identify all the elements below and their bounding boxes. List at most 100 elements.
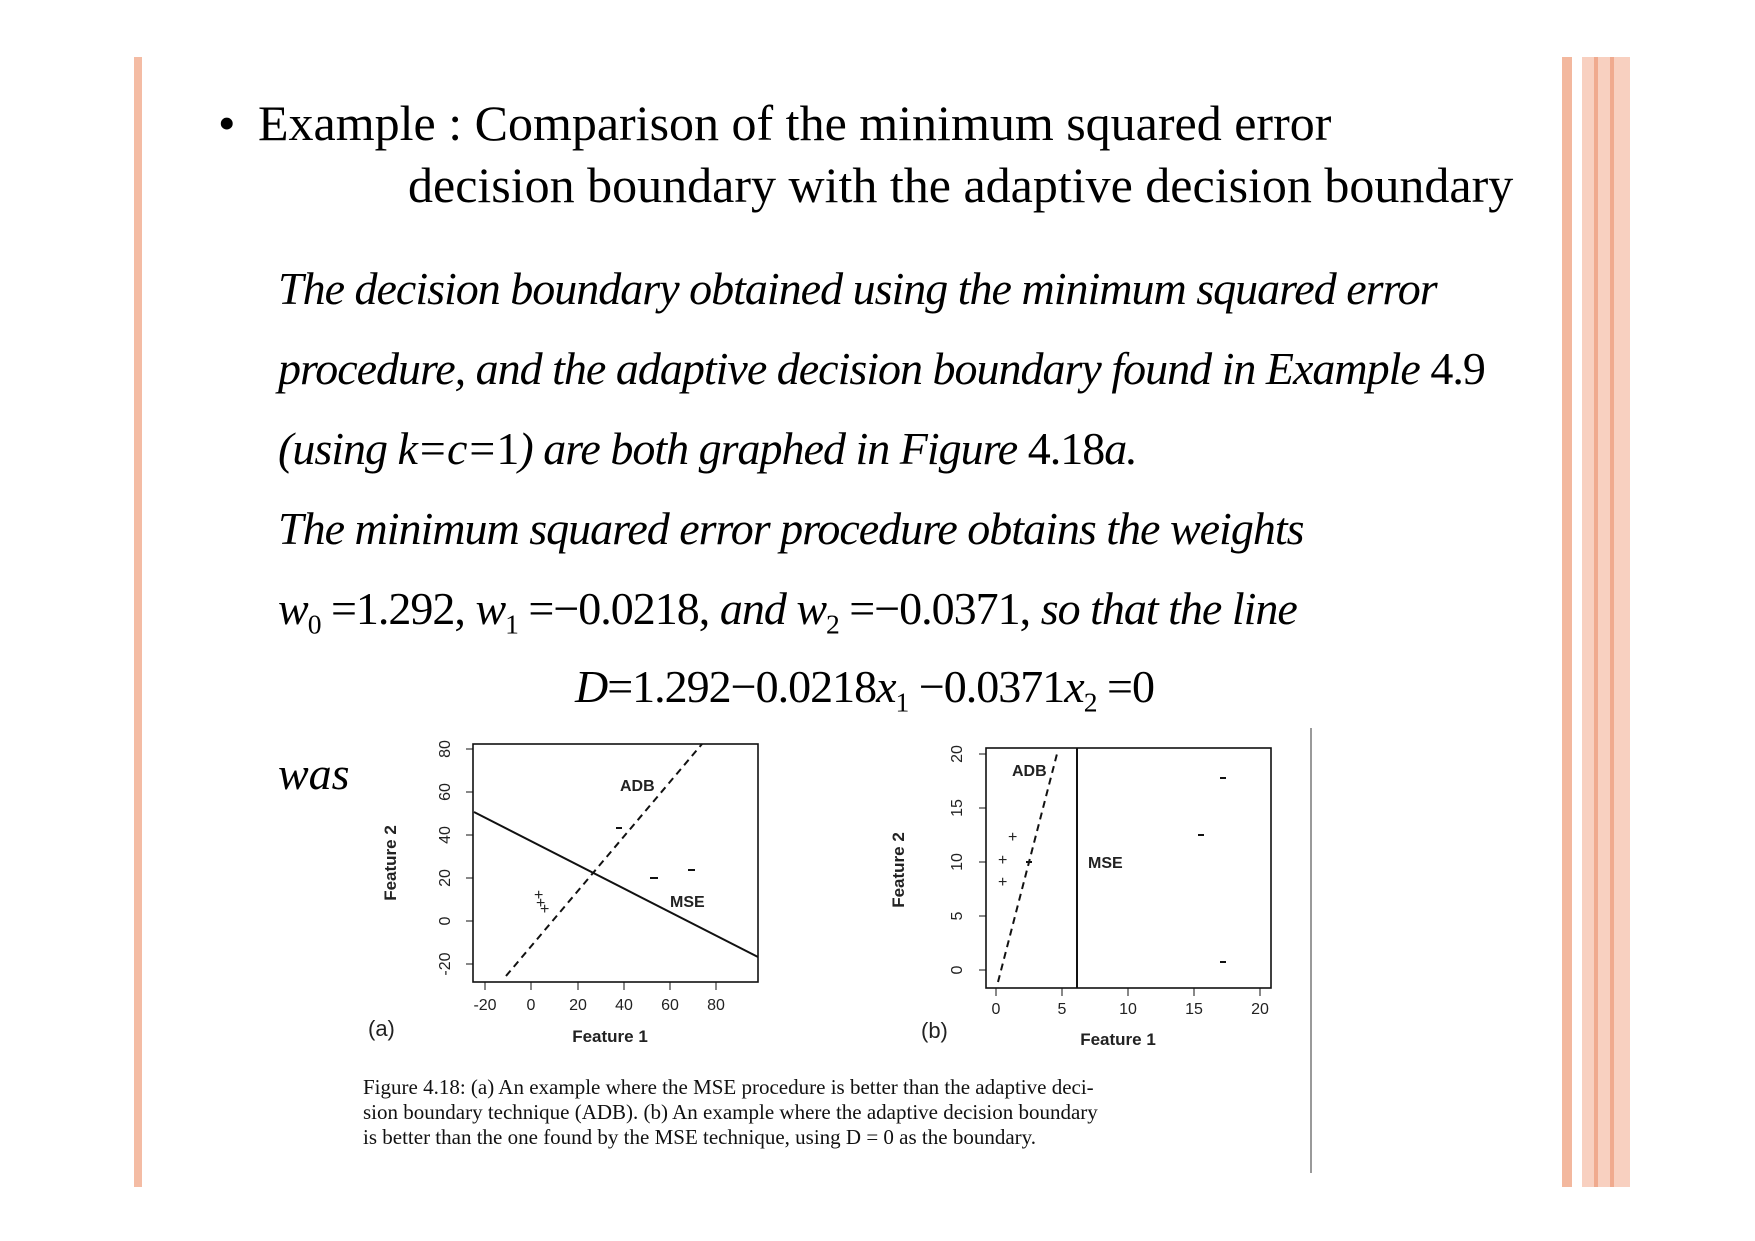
weight-value: =1.292, <box>320 583 476 634</box>
panel-a-label: (a) <box>368 1016 395 1041</box>
eq-symbol: x <box>1064 661 1084 712</box>
xtick-label: 15 <box>1185 1001 1203 1018</box>
caption-line-3: is better than the one found by the MSE … <box>363 1125 1037 1149</box>
panel-b-xlabel: Feature 1 <box>1080 1030 1156 1049</box>
eq-text: −0.0371 <box>908 661 1065 712</box>
data-point: + <box>998 852 1007 869</box>
panel-a-frame <box>472 743 759 983</box>
adb-line-label: ADB <box>620 778 655 795</box>
left-decorative-bar <box>134 57 142 1187</box>
example-number: 4.9 <box>1430 343 1485 394</box>
panel-b-ylabel: Feature 2 <box>889 832 908 908</box>
caption-line-2: sion boundary technique (ADB). (b) An ex… <box>363 1100 1098 1124</box>
panel-a-yticks: -20 0 20 40 60 80 <box>437 740 473 976</box>
text: and <box>719 583 797 634</box>
subscript: 0 <box>307 608 322 640</box>
paragraph-line-5: w0 =1.292, w1 =−0.0218, and w2 =−0.0371,… <box>278 582 1298 641</box>
panel-b-xticks: 0 5 10 15 20 <box>992 988 1269 1018</box>
text: a. <box>1104 423 1137 474</box>
text: The minimum squared error procedure obta… <box>278 503 1305 554</box>
figure-plots: -20 0 20 40 60 80 -20 0 20 40 60 80 <box>368 740 1272 1049</box>
mse-line-label: MSE <box>1088 855 1123 872</box>
text: The decision boundary obtained using the… <box>278 263 1438 314</box>
adb-boundary-line <box>505 743 703 977</box>
subscript: 2 <box>1083 686 1098 718</box>
data-point: + <box>1008 829 1017 846</box>
xtick-label: 0 <box>992 1001 1001 1018</box>
figure-number: 4.18 <box>1027 423 1105 474</box>
text: (using k=c= <box>278 423 497 474</box>
right-decorative-bar-inner <box>1562 57 1572 1187</box>
decision-line-equation: D=1.292−0.0218x1 −0.0371x2 =0 <box>575 660 1155 719</box>
ytick-label: 80 <box>437 740 454 758</box>
panel-b-frame <box>985 747 1272 989</box>
paragraph-line-1: The decision boundary obtained using the… <box>278 262 1438 315</box>
paragraph-line-3: (using k=c=1) are both graphed in Figure… <box>278 422 1138 475</box>
xtick-label: 80 <box>707 997 725 1014</box>
eq-text: =1.292−0.0218 <box>607 661 877 712</box>
eq-symbol: x <box>876 661 896 712</box>
xtick-label: 40 <box>615 997 633 1014</box>
panel-a-ylabel: Feature 2 <box>381 825 400 901</box>
panel-a: -20 0 20 40 60 80 -20 0 20 40 60 80 <box>368 740 759 1046</box>
panel-a-xlabel: Feature 1 <box>572 1027 648 1046</box>
mse-line-label: MSE <box>670 894 705 911</box>
text: procedure, and the adaptive decision bou… <box>278 343 1431 394</box>
panel-a-points: + + + <box>534 827 695 918</box>
text: 1 <box>496 423 519 474</box>
was-word: was <box>278 748 350 799</box>
panel-b-label: (b) <box>921 1018 948 1043</box>
subscript: 1 <box>895 686 910 718</box>
bullet-icon: • <box>218 95 236 151</box>
ytick-label: 20 <box>949 745 966 763</box>
ytick-label: 60 <box>437 783 454 801</box>
data-point: + <box>998 874 1007 891</box>
caption-line-1: Figure 4.18: (a) An example where the MS… <box>363 1075 1094 1099</box>
xtick-label: 20 <box>569 997 587 1014</box>
text: so that the line <box>1030 583 1298 634</box>
panel-a-xticks: -20 0 20 40 60 80 <box>473 982 725 1014</box>
xtick-label: 20 <box>1251 1001 1269 1018</box>
right-decorative-bar-outer <box>1582 57 1630 1187</box>
data-point: + <box>534 887 543 904</box>
bar-stripe <box>1594 57 1598 1187</box>
adb-line-label: ADB <box>1012 763 1047 780</box>
weight-value: =−0.0371, <box>838 583 1031 634</box>
paragraph-line-2: procedure, and the adaptive decision bou… <box>278 342 1486 395</box>
figure-4-18: -20 0 20 40 60 80 -20 0 20 40 60 80 <box>358 730 1313 1170</box>
weight-symbol: w <box>796 583 827 634</box>
weight-symbol: w <box>475 583 506 634</box>
data-point: + <box>536 895 545 912</box>
subscript: 1 <box>505 608 519 640</box>
paragraph-line-4: The minimum squared error procedure obta… <box>278 502 1305 555</box>
heading-line-1: Example : Comparison of the minimum squa… <box>258 95 1332 151</box>
ytick-label: -20 <box>437 952 454 975</box>
ytick-label: 20 <box>437 869 454 887</box>
weight-symbol: w <box>278 583 309 634</box>
bar-stripe <box>1610 57 1614 1187</box>
scan-edge <box>1310 728 1312 1173</box>
eq-symbol: D <box>575 661 608 712</box>
panel-b: 0 5 10 15 20 0 5 10 15 20 Feature 2 Feat… <box>889 745 1272 1049</box>
subscript: 2 <box>826 608 840 640</box>
mse-boundary-line <box>473 811 759 958</box>
weight-value: =−0.0218, <box>517 583 720 634</box>
text: ) are both graphed in Figure <box>518 423 1028 474</box>
xtick-label: 5 <box>1058 1001 1067 1018</box>
panel-b-points: + + + <box>998 777 1226 963</box>
panel-b-yticks: 0 5 10 15 20 <box>949 745 986 974</box>
eq-text: =0 <box>1096 661 1155 712</box>
heading-line-2: decision boundary with the adaptive deci… <box>408 157 1514 213</box>
ytick-label: 5 <box>949 911 966 920</box>
ytick-label: 10 <box>949 853 966 871</box>
xtick-label: 60 <box>661 997 679 1014</box>
figure-caption: Figure 4.18: (a) An example where the MS… <box>363 1075 1313 1150</box>
xtick-label: -20 <box>473 997 496 1014</box>
data-point: + <box>540 901 549 918</box>
adb-boundary-line <box>997 749 1059 983</box>
xtick-label: 10 <box>1119 1001 1137 1018</box>
xtick-label: 0 <box>527 997 536 1014</box>
ytick-label: 0 <box>949 965 966 974</box>
ytick-label: 40 <box>437 826 454 844</box>
ytick-label: 0 <box>437 916 454 925</box>
